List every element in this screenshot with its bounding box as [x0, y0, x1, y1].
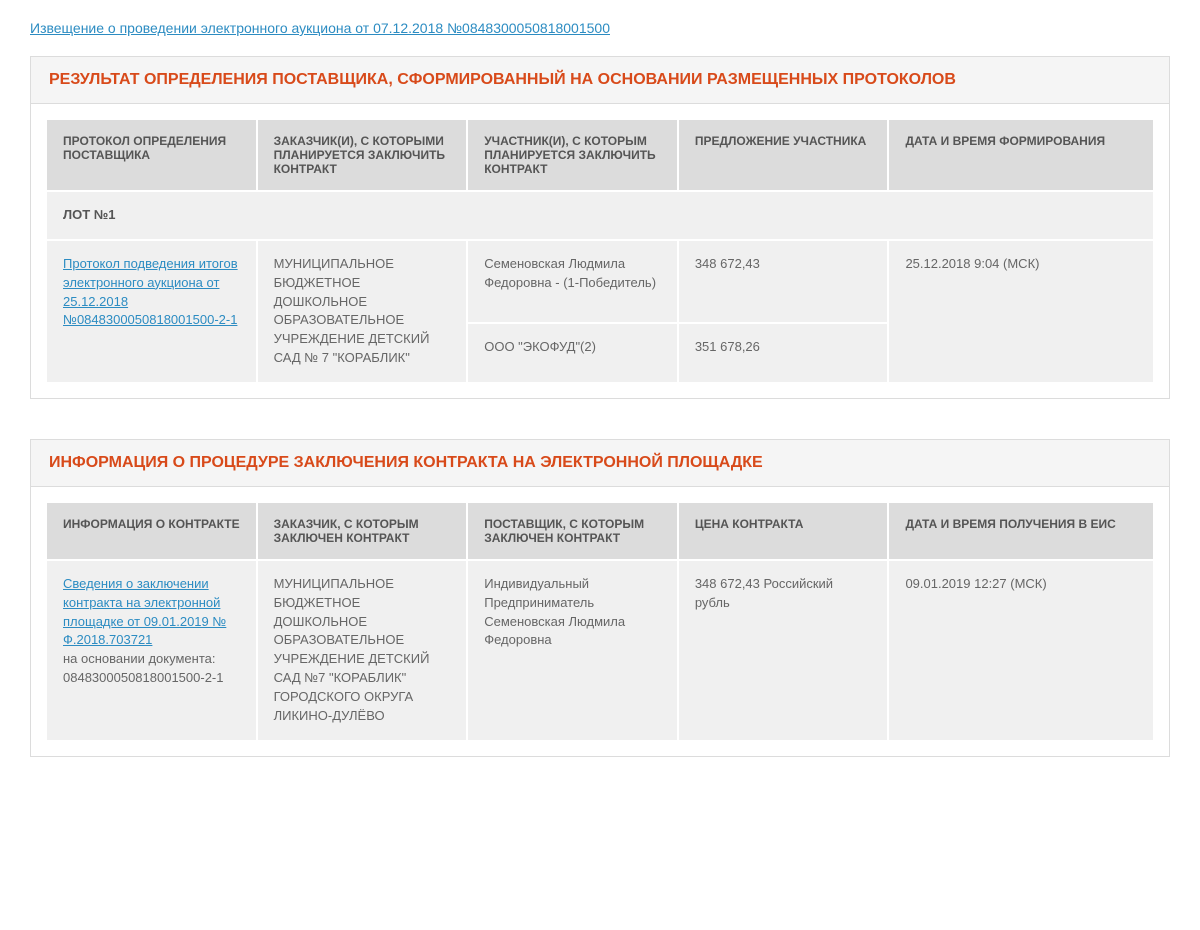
col-header: ЦЕНА КОНТРАКТА [679, 503, 888, 559]
contract-info-extra: на основании документа: 0848300050818001… [63, 651, 224, 685]
participant-offer: 348 672,43 [679, 241, 888, 322]
section1-table: ПРОТОКОЛ ОПРЕДЕЛЕНИЯ ПОСТАВЩИКА ЗАКАЗЧИК… [45, 118, 1155, 384]
col-header: ИНФОРМАЦИЯ О КОНТРАКТЕ [47, 503, 256, 559]
participant-name: Семеновская Людмила Федоровна - (1-Побед… [468, 241, 677, 322]
col-header: ЗАКАЗЧИК(И), С КОТОРЫМИ ПЛАНИРУЕТСЯ ЗАКЛ… [258, 120, 467, 190]
section1-title: РЕЗУЛЬТАТ ОПРЕДЕЛЕНИЯ ПОСТАВЩИКА, СФОРМИ… [31, 57, 1169, 104]
customer-cell: МУНИЦИПАЛЬНОЕ БЮДЖЕТНОЕ ДОШКОЛЬНОЕ ОБРАЗ… [258, 241, 467, 382]
protocol-cell: Протокол подведения итогов электронного … [47, 241, 256, 382]
notice-link[interactable]: Извещение о проведении электронного аукц… [30, 20, 610, 36]
col-header: УЧАСТНИК(И), С КОТОРЫМ ПЛАНИРУЕТСЯ ЗАКЛЮ… [468, 120, 677, 190]
col-header: ПРЕДЛОЖЕНИЕ УЧАСТНИКА [679, 120, 888, 190]
section2-title: ИНФОРМАЦИЯ О ПРОЦЕДУРЕ ЗАКЛЮЧЕНИЯ КОНТРА… [31, 440, 1169, 487]
table-header-row: ПРОТОКОЛ ОПРЕДЕЛЕНИЯ ПОСТАВЩИКА ЗАКАЗЧИК… [47, 120, 1153, 190]
protocol-link[interactable]: Протокол подведения итогов электронного … [63, 256, 238, 328]
col-header: ПОСТАВЩИК, С КОТОРЫМ ЗАКЛЮЧЕН КОНТРАКТ [468, 503, 677, 559]
participant-name: ООО "ЭКОФУД"(2) [468, 324, 677, 382]
col-header: ДАТА И ВРЕМЯ ФОРМИРОВАНИЯ [889, 120, 1153, 190]
participant-offer: 351 678,26 [679, 324, 888, 382]
contract-datetime: 09.01.2019 12:27 (МСК) [889, 561, 1153, 740]
contract-price: 348 672,43 Российский рубль [679, 561, 888, 740]
table-header-row: ИНФОРМАЦИЯ О КОНТРАКТЕ ЗАКАЗЧИК, С КОТОР… [47, 503, 1153, 559]
col-header: ДАТА И ВРЕМЯ ПОЛУЧЕНИЯ В ЕИС [889, 503, 1153, 559]
lot-label: ЛОТ №1 [47, 192, 1153, 239]
contract-customer: МУНИЦИПАЛЬНОЕ БЮДЖЕТНОЕ ДОШКОЛЬНОЕ ОБРАЗ… [258, 561, 467, 740]
table-row: Протокол подведения итогов электронного … [47, 241, 1153, 322]
datetime-cell: 25.12.2018 9:04 (МСК) [889, 241, 1153, 382]
contract-supplier: Индивидуальный Предприниматель Семеновск… [468, 561, 677, 740]
section2-table: ИНФОРМАЦИЯ О КОНТРАКТЕ ЗАКАЗЧИК, С КОТОР… [45, 501, 1155, 742]
table-row: Сведения о заключении контракта на элект… [47, 561, 1153, 740]
col-header: ЗАКАЗЧИК, С КОТОРЫМ ЗАКЛЮЧЕН КОНТРАКТ [258, 503, 467, 559]
contract-info-cell: Сведения о заключении контракта на элект… [47, 561, 256, 740]
section2-body: ИНФОРМАЦИЯ О КОНТРАКТЕ ЗАКАЗЧИК, С КОТОР… [31, 487, 1169, 756]
col-header: ПРОТОКОЛ ОПРЕДЕЛЕНИЯ ПОСТАВЩИКА [47, 120, 256, 190]
supplier-result-panel: РЕЗУЛЬТАТ ОПРЕДЕЛЕНИЯ ПОСТАВЩИКА, СФОРМИ… [30, 56, 1170, 399]
lot-row: ЛОТ №1 [47, 192, 1153, 239]
section1-body: ПРОТОКОЛ ОПРЕДЕЛЕНИЯ ПОСТАВЩИКА ЗАКАЗЧИК… [31, 104, 1169, 398]
contract-info-link[interactable]: Сведения о заключении контракта на элект… [63, 576, 226, 648]
contract-procedure-panel: ИНФОРМАЦИЯ О ПРОЦЕДУРЕ ЗАКЛЮЧЕНИЯ КОНТРА… [30, 439, 1170, 757]
